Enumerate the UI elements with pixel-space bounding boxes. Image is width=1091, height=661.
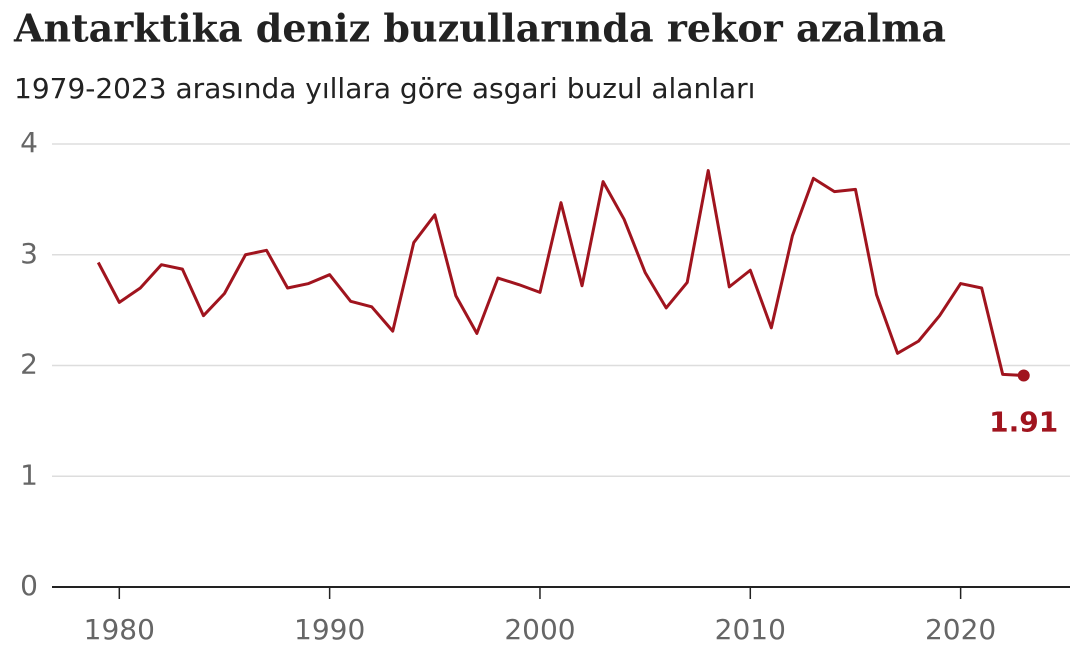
y-tick-label: 4 bbox=[20, 126, 38, 159]
y-tick-label: 1 bbox=[20, 458, 38, 491]
y-tick-label: 0 bbox=[20, 569, 38, 602]
x-tick-label: 2020 bbox=[925, 613, 996, 646]
x-tick-label: 2010 bbox=[715, 613, 786, 646]
data-line bbox=[96, 169, 1024, 377]
y-tick-label: 3 bbox=[20, 237, 38, 270]
x-tick-label: 1980 bbox=[84, 613, 155, 646]
x-tick-label: 2000 bbox=[504, 613, 575, 646]
x-tick-label: 1990 bbox=[294, 613, 365, 646]
chart-title: Antarktika deniz buzullarında rekor azal… bbox=[13, 6, 946, 51]
chart-subtitle: 1979-2023 arasında yıllara göre asgari b… bbox=[14, 72, 755, 105]
value-label: 1.91 bbox=[989, 405, 1058, 438]
y-tick-label: 2 bbox=[20, 348, 38, 381]
end-point bbox=[1017, 369, 1030, 382]
